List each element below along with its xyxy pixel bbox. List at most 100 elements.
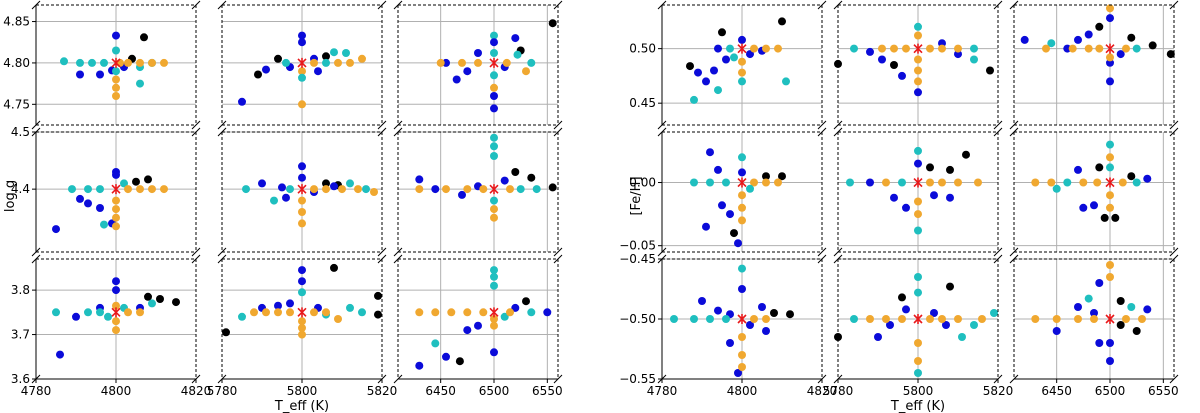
data-point-cyan <box>527 58 536 67</box>
axis-break-mark <box>31 0 41 10</box>
axis-break-mark <box>657 0 667 10</box>
data-point-cyan <box>726 44 734 53</box>
ytick-label: 0.00 <box>629 176 656 190</box>
xtick-label: 4780 <box>647 384 678 398</box>
axis-break-mark <box>817 247 827 257</box>
data-point-orange <box>522 67 530 76</box>
axis-break-mark <box>657 120 667 130</box>
data-point-cyan <box>490 142 498 151</box>
data-point-blue <box>930 309 938 317</box>
data-point-blue <box>274 301 282 310</box>
data-point-cyan <box>346 179 354 188</box>
panel-feh-6500 <box>1009 0 1179 130</box>
panel-feh-6500-c: 6450 6500 6550 <box>1009 254 1179 398</box>
data-point-orange <box>112 301 120 310</box>
axis-break-mark <box>553 254 563 264</box>
data-point-cyan <box>84 185 92 194</box>
data-point-cyan <box>738 264 746 273</box>
data-point-blue <box>946 193 954 202</box>
data-point-blue <box>1020 35 1029 44</box>
axis-break-mark <box>217 127 227 137</box>
data-point-blue <box>714 306 722 315</box>
data-point-cyan <box>104 312 112 321</box>
reference-marker <box>737 314 747 324</box>
data-point-cyan <box>898 178 906 187</box>
data-point-cyan <box>282 58 290 67</box>
reference-marker <box>111 57 121 68</box>
data-point-black <box>898 293 906 302</box>
data-point-cyan <box>490 196 498 205</box>
data-point-blue <box>1106 14 1114 23</box>
data-point-blue <box>702 77 710 86</box>
data-point-orange <box>898 315 906 323</box>
data-point-black <box>330 263 338 272</box>
data-point-cyan <box>298 73 306 82</box>
data-point-orange <box>112 317 120 326</box>
axis-break-mark <box>377 247 387 257</box>
axis-break-mark <box>657 247 667 257</box>
axis-break-mark <box>393 127 403 137</box>
axis-break-mark <box>191 0 201 10</box>
data-point-orange <box>750 315 758 323</box>
ytick-label: 3.6 <box>11 372 30 386</box>
data-point-blue <box>330 182 338 191</box>
data-point-orange <box>506 308 514 317</box>
data-point-blue <box>714 44 722 53</box>
data-point-blue <box>954 50 962 59</box>
data-point-blue <box>758 303 766 311</box>
data-point-blue <box>76 194 84 203</box>
data-point-orange <box>738 203 746 212</box>
data-point-orange <box>112 205 120 214</box>
data-point-blue <box>874 333 882 341</box>
data-point-blue <box>298 277 306 286</box>
data-point-blue <box>442 352 450 361</box>
axis-break-mark <box>817 127 827 137</box>
data-point-orange <box>298 208 306 216</box>
data-point-cyan <box>914 226 922 235</box>
axis-break-mark <box>393 254 403 264</box>
data-point-orange <box>415 308 424 317</box>
data-point-blue <box>474 321 482 330</box>
axis-break-mark <box>817 0 827 10</box>
axis-break-mark <box>993 120 1003 130</box>
data-point-cyan <box>516 185 525 194</box>
data-point-orange <box>1106 153 1114 162</box>
reference-marker <box>489 184 499 195</box>
axis-break-mark <box>191 254 201 264</box>
axis-break-mark <box>1009 127 1019 137</box>
data-point-orange <box>914 210 922 219</box>
panel-logg-6500-c: 6450 6500 6550 <box>393 254 563 398</box>
data-point-orange <box>1106 53 1114 62</box>
data-point-black <box>718 28 726 37</box>
data-point-black <box>1127 172 1136 181</box>
data-point-orange <box>938 178 946 187</box>
data-point-blue <box>474 49 482 57</box>
data-point-orange <box>148 58 156 67</box>
data-point-orange <box>762 315 770 323</box>
data-point-blue <box>1095 339 1104 347</box>
data-point-black <box>1116 297 1125 305</box>
axis-break-mark <box>1169 374 1179 384</box>
reference-marker <box>489 57 499 68</box>
data-point-orange <box>262 308 270 317</box>
data-point-cyan <box>1132 178 1141 187</box>
data-point-orange <box>1068 44 1077 53</box>
data-point-cyan <box>490 152 498 160</box>
data-point-cyan <box>1084 294 1093 303</box>
data-point-orange <box>954 44 962 53</box>
data-point-black <box>511 168 520 176</box>
data-point-cyan <box>242 185 250 194</box>
ytick-label: 4.85 <box>3 15 30 29</box>
data-point-blue <box>76 70 84 79</box>
data-point-blue <box>52 225 60 234</box>
xtick-label: 4820 <box>181 384 212 398</box>
data-point-orange <box>954 178 962 187</box>
data-point-cyan <box>88 58 96 67</box>
axis-break-mark <box>833 254 843 264</box>
data-point-cyan <box>532 185 541 194</box>
data-point-black <box>455 357 464 366</box>
data-point-orange <box>370 188 378 196</box>
data-point-blue <box>738 285 746 293</box>
xtick-label: 5800 <box>903 384 934 398</box>
